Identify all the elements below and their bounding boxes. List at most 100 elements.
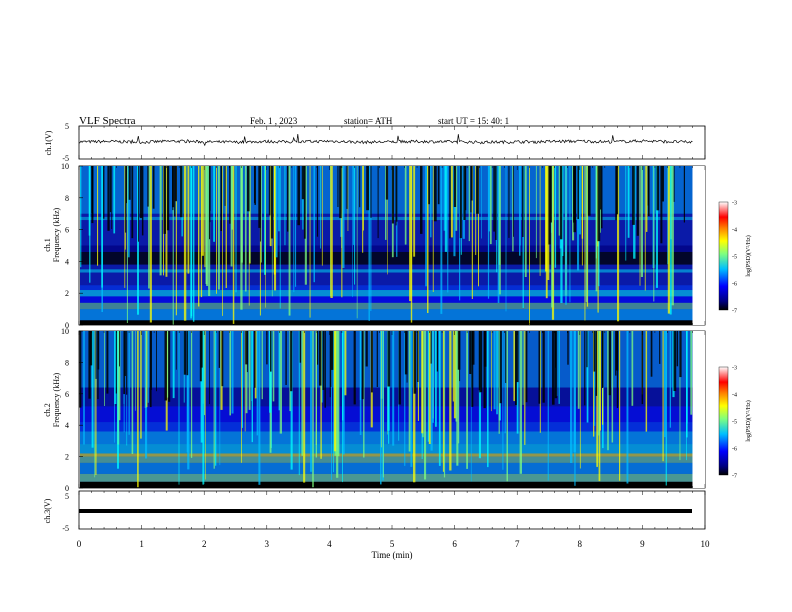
s1-gap bbox=[268, 166, 271, 216]
ch1-colorbar-label: log(PSD)(V²/Hz) bbox=[745, 235, 752, 276]
s1-band bbox=[80, 290, 693, 297]
s2-spike bbox=[430, 331, 433, 451]
s1-gap bbox=[395, 166, 397, 226]
s2-spike bbox=[662, 331, 664, 462]
s1-gap bbox=[339, 166, 342, 219]
s1-gap bbox=[648, 166, 650, 216]
s1-gap bbox=[463, 166, 466, 220]
s2-gap bbox=[615, 331, 617, 376]
s2-spike bbox=[254, 331, 257, 399]
colorbar-tick-label: -6 bbox=[732, 282, 737, 288]
s1-spike bbox=[551, 166, 554, 308]
s2-spike bbox=[245, 331, 248, 414]
s2-spike bbox=[95, 331, 97, 475]
s1-spike bbox=[519, 166, 521, 256]
s1-spike bbox=[581, 166, 583, 266]
s2-spike bbox=[392, 331, 395, 446]
s2-spike bbox=[470, 331, 472, 482]
ch1-ylabel-channel: ch.1 bbox=[43, 238, 52, 252]
s1-gap bbox=[316, 166, 319, 237]
s2-spike bbox=[577, 331, 580, 409]
s2-spike bbox=[342, 331, 345, 455]
s2-spike bbox=[547, 331, 549, 481]
ch2-ylabel-frequency: Frequency (kHz) bbox=[52, 372, 61, 427]
s2-gap bbox=[515, 331, 517, 405]
s2-spike bbox=[458, 331, 460, 444]
s1-spike bbox=[547, 166, 550, 280]
s1-spike bbox=[201, 166, 204, 256]
s1-spike bbox=[413, 166, 416, 257]
s1-spike bbox=[368, 166, 370, 321]
ch2-colorbar bbox=[718, 366, 729, 476]
figure-title: VLF Spectra bbox=[79, 115, 136, 127]
s1-gap bbox=[522, 166, 524, 237]
s2-spike bbox=[687, 331, 688, 424]
s2-gap bbox=[650, 331, 653, 377]
s2-spike bbox=[524, 331, 526, 445]
s2-spike bbox=[455, 331, 458, 422]
s1-spike bbox=[172, 166, 174, 325]
s1-gap bbox=[346, 166, 348, 209]
s2-gap bbox=[329, 331, 331, 398]
s1-spike bbox=[585, 166, 588, 303]
s1-spike bbox=[190, 166, 192, 319]
ch2-ylabel-channel: ch.2 bbox=[43, 403, 52, 417]
s2-gap bbox=[555, 331, 556, 368]
s2-spike bbox=[359, 331, 362, 435]
s2-gap bbox=[156, 331, 157, 392]
s1-gap bbox=[470, 166, 472, 213]
s1-gap bbox=[420, 166, 423, 234]
s2-gap bbox=[499, 331, 502, 404]
colorbar-tick-label: -5 bbox=[732, 420, 737, 426]
s1-gap bbox=[107, 166, 110, 231]
s2-spike bbox=[128, 331, 130, 435]
s1-spike bbox=[617, 166, 620, 322]
s2-spike bbox=[679, 331, 681, 461]
s1-spike bbox=[235, 166, 237, 293]
s1-gap bbox=[396, 166, 398, 222]
s2-spike bbox=[215, 331, 217, 466]
s2-spike bbox=[118, 331, 121, 421]
s1-gap bbox=[138, 166, 139, 242]
s1-spike bbox=[342, 166, 345, 268]
s1-gap bbox=[433, 166, 437, 222]
s1-gap bbox=[103, 166, 105, 219]
s2-gap bbox=[480, 331, 483, 393]
s2-spike bbox=[380, 331, 382, 485]
s2-spike bbox=[251, 331, 253, 443]
s1-spike bbox=[320, 166, 321, 249]
s2-gap bbox=[516, 331, 519, 383]
s2-spike bbox=[408, 331, 411, 452]
s1-gap bbox=[428, 166, 430, 205]
s2-gap bbox=[586, 331, 588, 368]
s2-spike bbox=[504, 331, 506, 434]
s2-spike bbox=[496, 331, 498, 415]
s1-gap bbox=[128, 166, 131, 200]
s1-gap bbox=[131, 166, 134, 239]
s2-spike bbox=[278, 331, 280, 411]
s1-ytick-label: 6 bbox=[65, 226, 69, 235]
s2-spike bbox=[428, 331, 431, 444]
s2-spike bbox=[424, 331, 427, 480]
s1-nodata bbox=[692, 166, 705, 325]
s2-spike bbox=[202, 331, 205, 485]
s2-spike bbox=[241, 331, 242, 463]
s2-spike bbox=[452, 331, 454, 402]
s2-gap bbox=[457, 331, 461, 370]
s2-spike bbox=[438, 331, 441, 466]
s1-spike bbox=[425, 166, 427, 287]
s2-gap bbox=[469, 331, 472, 374]
s2-gap bbox=[106, 331, 109, 394]
s1-spike bbox=[304, 166, 307, 285]
s1-spike bbox=[217, 166, 220, 290]
s2-gap bbox=[164, 331, 167, 401]
s1-gap bbox=[91, 166, 93, 213]
s1-spike bbox=[284, 166, 286, 246]
s2-spike bbox=[190, 331, 193, 458]
s2-spike bbox=[413, 331, 416, 483]
s1-gap bbox=[601, 166, 603, 229]
ch2-spectrogram bbox=[79, 331, 705, 488]
s1-spike bbox=[562, 166, 564, 256]
s1-gap bbox=[391, 166, 394, 224]
s1-spike bbox=[206, 166, 209, 286]
